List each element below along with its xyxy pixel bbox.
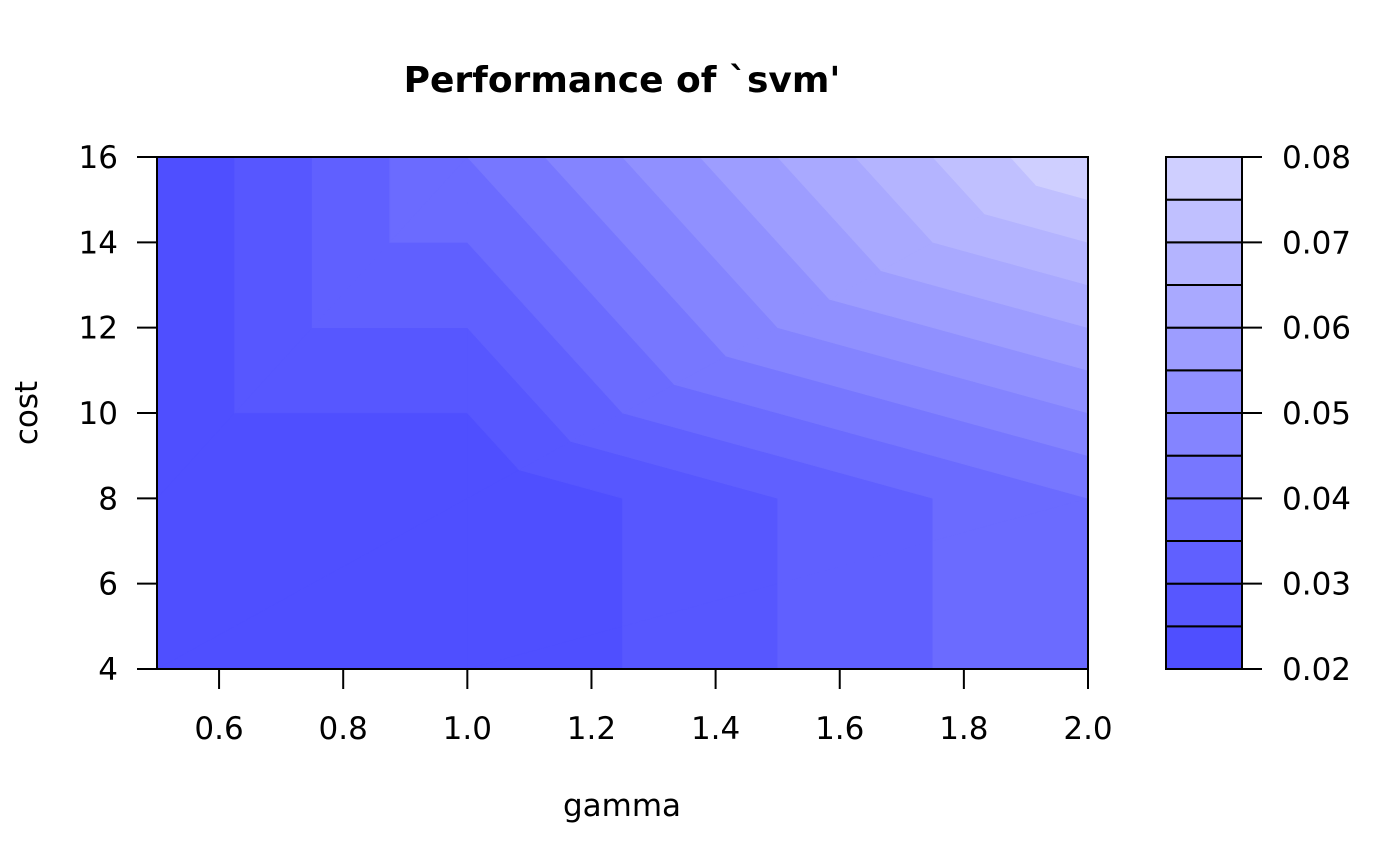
legend-swatch xyxy=(1165,454,1243,500)
y-tick-label: 6 xyxy=(98,567,118,603)
y-tick-label: 8 xyxy=(98,481,118,517)
y-axis: 4 6 8 10 12 14 16 xyxy=(79,140,157,688)
legend-tick-label: 0.03 xyxy=(1282,567,1351,603)
legend-tick-label: 0.07 xyxy=(1282,225,1351,261)
legend-tick-label: 0.04 xyxy=(1282,481,1351,517)
legend-tick-label: 0.06 xyxy=(1282,311,1351,347)
x-tick-label: 1.8 xyxy=(939,711,988,747)
x-tick-label: 0.6 xyxy=(194,711,243,747)
legend-swatch xyxy=(1165,156,1243,201)
y-tick-label: 12 xyxy=(79,311,118,347)
y-axis-title: cost xyxy=(9,381,45,445)
chart-title: Performance of `svm' xyxy=(404,60,841,101)
legend-tick-label: 0.02 xyxy=(1282,652,1351,688)
x-tick-label: 2.0 xyxy=(1063,711,1112,747)
color-legend: 0.02 0.03 0.04 0.05 0.06 0.07 0.08 xyxy=(1165,140,1351,688)
x-axis: 0.6 0.8 1.0 1.2 1.4 1.6 1.8 2.0 xyxy=(194,668,1113,747)
legend-swatch xyxy=(1165,198,1243,244)
x-tick-label: 0.8 xyxy=(319,711,368,747)
legend-swatch xyxy=(1165,326,1243,372)
x-tick-label: 1.4 xyxy=(691,711,740,747)
legend-swatch xyxy=(1165,625,1243,670)
legend-tick-label: 0.08 xyxy=(1282,140,1351,176)
y-tick-label: 4 xyxy=(98,652,118,688)
legend-swatch xyxy=(1165,241,1243,286)
legend-swatch xyxy=(1165,540,1243,585)
x-tick-label: 1.0 xyxy=(443,711,492,747)
legend-swatch xyxy=(1165,369,1243,415)
contour-fill-area xyxy=(156,156,1089,670)
y-tick-label: 14 xyxy=(79,225,118,261)
x-axis-title: gamma xyxy=(563,788,681,824)
x-tick-label: 1.2 xyxy=(567,711,616,747)
legend-swatch xyxy=(1165,284,1243,329)
legend-swatch xyxy=(1165,582,1243,628)
x-tick-label: 1.6 xyxy=(815,711,864,747)
legend-tick-label: 0.05 xyxy=(1282,396,1351,432)
y-tick-label: 16 xyxy=(79,140,118,176)
legend-swatch xyxy=(1165,497,1243,543)
legend-swatch xyxy=(1165,412,1243,457)
y-tick-label: 10 xyxy=(79,396,118,432)
